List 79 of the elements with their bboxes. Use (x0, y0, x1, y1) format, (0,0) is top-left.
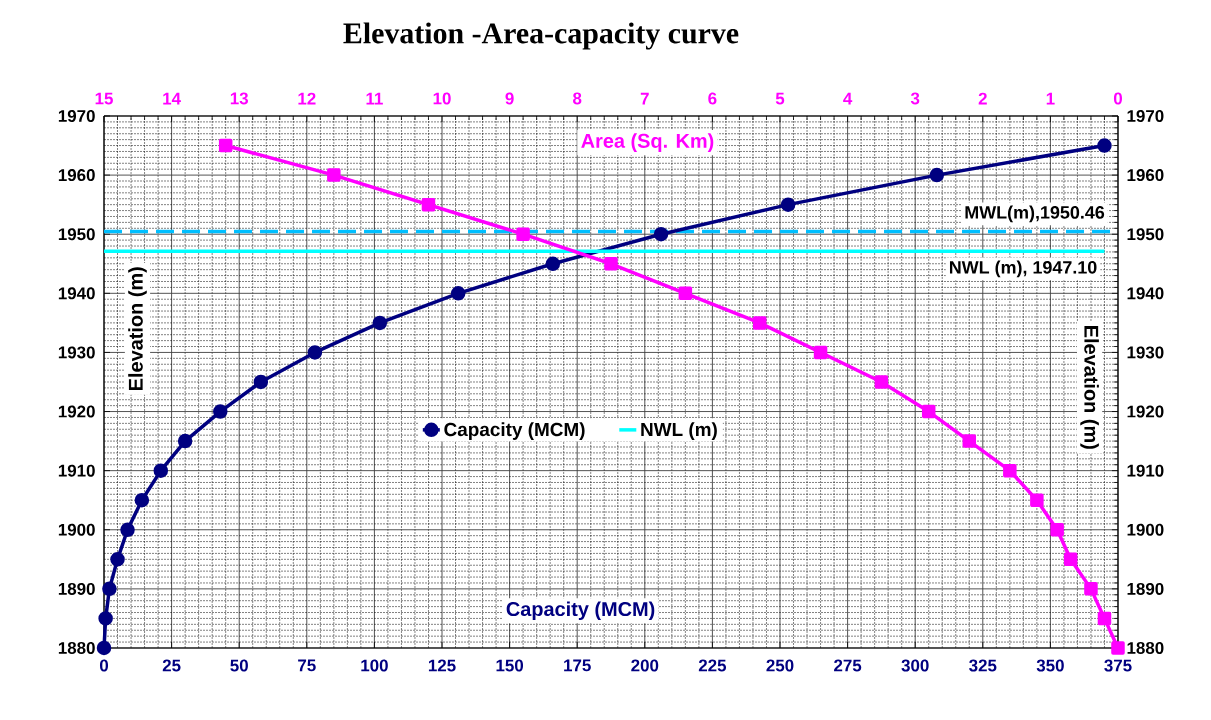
y-tick-label: 1910 (58, 464, 95, 477)
y-tick-label: 1900 (58, 523, 95, 536)
point (134, 492, 150, 508)
x-tick-label: 350 (1036, 659, 1064, 672)
y2-tick-label: 1900 (1127, 523, 1164, 536)
y2-tick-label: 1960 (1127, 169, 1164, 182)
y-tick-label: 1890 (58, 582, 95, 595)
x-tick-label: 175 (564, 659, 591, 672)
point (780, 197, 796, 212)
y-tick-label: 1880 (58, 641, 95, 654)
x2-tick-label: 12 (298, 92, 316, 105)
y-tick-label: 1960 (58, 169, 95, 182)
point (653, 226, 669, 242)
point (120, 522, 135, 538)
point (929, 167, 945, 183)
x2-tick-label: 15 (95, 92, 113, 105)
x2-tick-label: 7 (640, 92, 649, 105)
point (372, 315, 388, 331)
y-tick-label: 1940 (58, 287, 95, 300)
x-tick-label: 75 (298, 659, 316, 672)
annotation: NWL (m), 1947.10 (949, 260, 1097, 278)
point (253, 374, 269, 390)
y2-tick-label: 1910 (1127, 464, 1164, 477)
point (307, 345, 323, 360)
y-tick-label: 1920 (58, 405, 95, 418)
x2-tick-label: 8 (573, 92, 582, 105)
point (102, 581, 117, 597)
y2-tick-label: 1940 (1127, 287, 1164, 300)
x-tick-label: 25 (162, 659, 181, 672)
x-tick-label: 325 (969, 659, 997, 672)
chart-title: Elevation -Area-capacity curve (343, 22, 739, 50)
x2-tick-label: 1 (1046, 92, 1055, 105)
y2-tick-label: 1970 (1127, 109, 1164, 122)
y2-axis-title: Elevation (m) (1080, 326, 1099, 449)
x2-tick-label: 13 (230, 92, 249, 105)
x-tick-label: 225 (698, 659, 727, 672)
ref-line-label: MWL(m),1950.46 (965, 205, 1105, 223)
legend-label: Capacity (MCM) (444, 422, 585, 440)
x2-tick-label: 2 (978, 92, 987, 105)
legend-label: NWL (m) (641, 422, 717, 440)
x-tick-label: 200 (631, 659, 659, 672)
x-axis-title: Capacity (MCM) (506, 601, 655, 621)
point (98, 611, 113, 626)
point (1097, 138, 1112, 153)
y-tick-label: 1930 (58, 346, 95, 359)
x2-tick-label: 10 (433, 92, 451, 105)
y2-tick-label: 1920 (1127, 405, 1164, 418)
point (177, 433, 193, 449)
x-tick-label: 0 (99, 659, 109, 672)
x-tick-label: 50 (230, 659, 248, 672)
x2-tick-label: 0 (1113, 92, 1122, 105)
x-tick-label: 250 (766, 659, 794, 672)
y2-tick-label: 1950 (1127, 228, 1164, 241)
point (153, 463, 169, 478)
y2-tick-label: 1880 (1127, 641, 1164, 654)
x2-tick-label: 4 (843, 92, 853, 105)
point (110, 552, 125, 567)
x2-tick-label: 6 (708, 92, 717, 105)
x-tick-label: 150 (496, 659, 524, 672)
x-tick-label: 300 (901, 659, 929, 672)
point (213, 404, 228, 419)
point (96, 640, 112, 656)
x2-tick-label: 11 (366, 92, 383, 105)
x-tick-label: 275 (834, 659, 862, 672)
x2-axis-title: Area (Sq. Km) (581, 133, 714, 152)
y2-tick-label: 1890 (1127, 582, 1164, 595)
x2-tick-label: 5 (775, 92, 785, 105)
y-axis-title: Elevation (m) (128, 267, 147, 391)
x2-tick-label: 14 (163, 92, 181, 105)
y2-tick-label: 1930 (1127, 346, 1164, 359)
x-tick-label: 375 (1104, 659, 1132, 672)
x2-tick-label: 9 (505, 92, 514, 105)
x-tick-label: 100 (361, 659, 388, 672)
x2-tick-label: 3 (910, 92, 920, 105)
point (545, 256, 561, 272)
x-tick-label: 125 (428, 659, 456, 672)
point (450, 286, 466, 301)
y-tick-label: 1950 (58, 228, 95, 241)
y-tick-label: 1970 (58, 109, 95, 122)
